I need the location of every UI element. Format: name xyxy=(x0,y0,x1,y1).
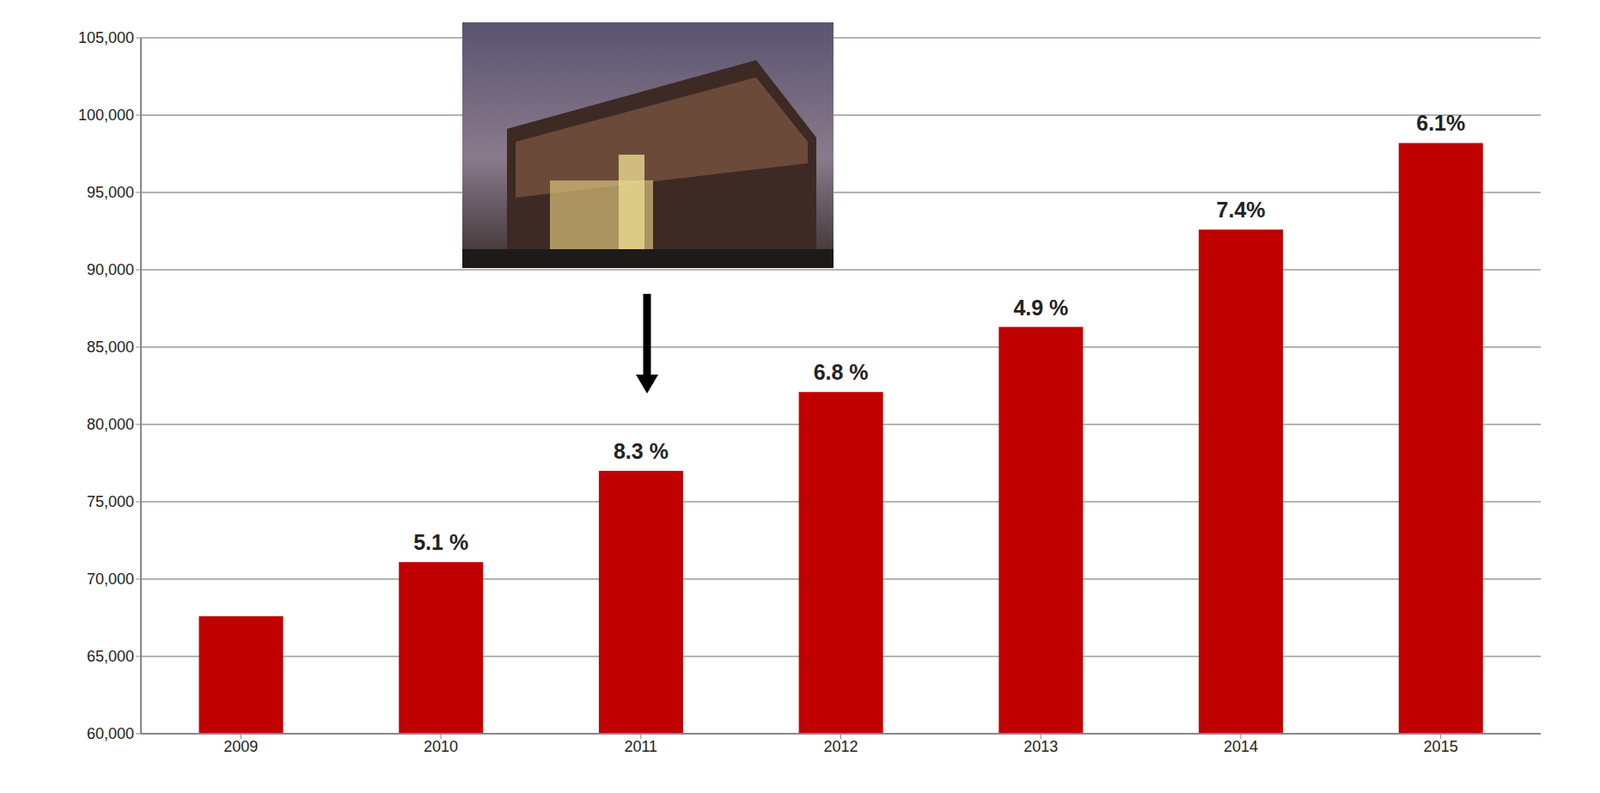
svg-text:4.9 %: 4.9 % xyxy=(1013,295,1069,320)
svg-text:5.1 %: 5.1 % xyxy=(413,530,469,555)
svg-text:95,000: 95,000 xyxy=(86,183,135,202)
svg-text:65,000: 65,000 xyxy=(86,647,135,666)
svg-text:2013: 2013 xyxy=(1023,738,1058,756)
svg-text:2010: 2010 xyxy=(423,738,459,756)
svg-text:60,000: 60,000 xyxy=(86,725,135,743)
svg-text:105,000: 105,000 xyxy=(78,29,135,47)
svg-text:6.8 %: 6.8 % xyxy=(813,360,869,385)
svg-text:75,000: 75,000 xyxy=(86,493,135,511)
svg-text:2015: 2015 xyxy=(1423,738,1459,756)
svg-text:90,000: 90,000 xyxy=(86,261,135,279)
svg-text:80,000: 80,000 xyxy=(86,415,135,434)
svg-text:8.3 %: 8.3 % xyxy=(613,439,669,464)
svg-text:2011: 2011 xyxy=(623,738,658,756)
svg-text:70,000: 70,000 xyxy=(86,570,135,588)
svg-text:100,000: 100,000 xyxy=(78,106,135,124)
svg-text:7.4%: 7.4% xyxy=(1216,197,1266,222)
svg-text:6.1%: 6.1% xyxy=(1416,110,1466,135)
svg-text:2009: 2009 xyxy=(223,738,258,756)
svg-text:2014: 2014 xyxy=(1223,738,1259,756)
svg-text:85,000: 85,000 xyxy=(86,338,135,356)
svg-text:2012: 2012 xyxy=(823,738,858,756)
